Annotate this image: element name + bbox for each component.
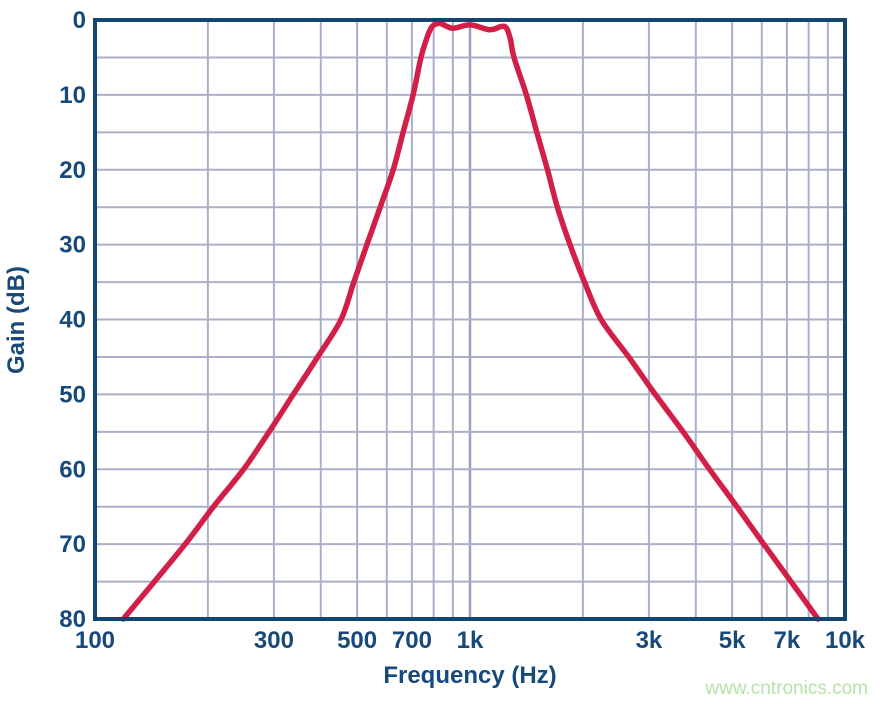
x-tick-label: 700: [392, 627, 432, 654]
grid-layer: [95, 20, 845, 619]
x-axis-title: Frequency (Hz): [383, 662, 556, 689]
y-tick-label: 80: [59, 606, 86, 633]
y-tick-label: 30: [59, 232, 86, 259]
x-tick-label: 100: [75, 627, 115, 654]
x-tick-label: 5k: [719, 627, 746, 654]
y-tick-label: 50: [59, 381, 86, 408]
x-tick-label: 300: [254, 627, 294, 654]
y-tick-label: 0: [73, 7, 86, 34]
x-tick-label: 500: [337, 627, 377, 654]
curve-layer: [120, 20, 821, 622]
x-tick-label: 3k: [636, 627, 663, 654]
y-tick-label: 40: [59, 307, 86, 334]
y-tick-label: 60: [59, 456, 86, 483]
x-tick-label: 1k: [457, 627, 484, 654]
watermark: www.cntronics.com: [704, 678, 868, 699]
x-tick-label: 7k: [774, 627, 801, 654]
response-curve: [120, 20, 821, 622]
plot-border: [93, 18, 847, 621]
x-tick-label: 10k: [825, 627, 866, 654]
y-tick-label: 20: [59, 157, 86, 184]
y-axis-tick-labels: 0 10 20 30 40 50 60 70 80: [59, 7, 86, 633]
y-axis-title: Gain (dB): [3, 266, 30, 374]
y-tick-label: 70: [59, 531, 86, 558]
y-tick-label: 10: [59, 82, 86, 109]
x-axis-tick-labels: 100 300 500 700 1k 3k 5k 7k 10k: [75, 627, 866, 654]
